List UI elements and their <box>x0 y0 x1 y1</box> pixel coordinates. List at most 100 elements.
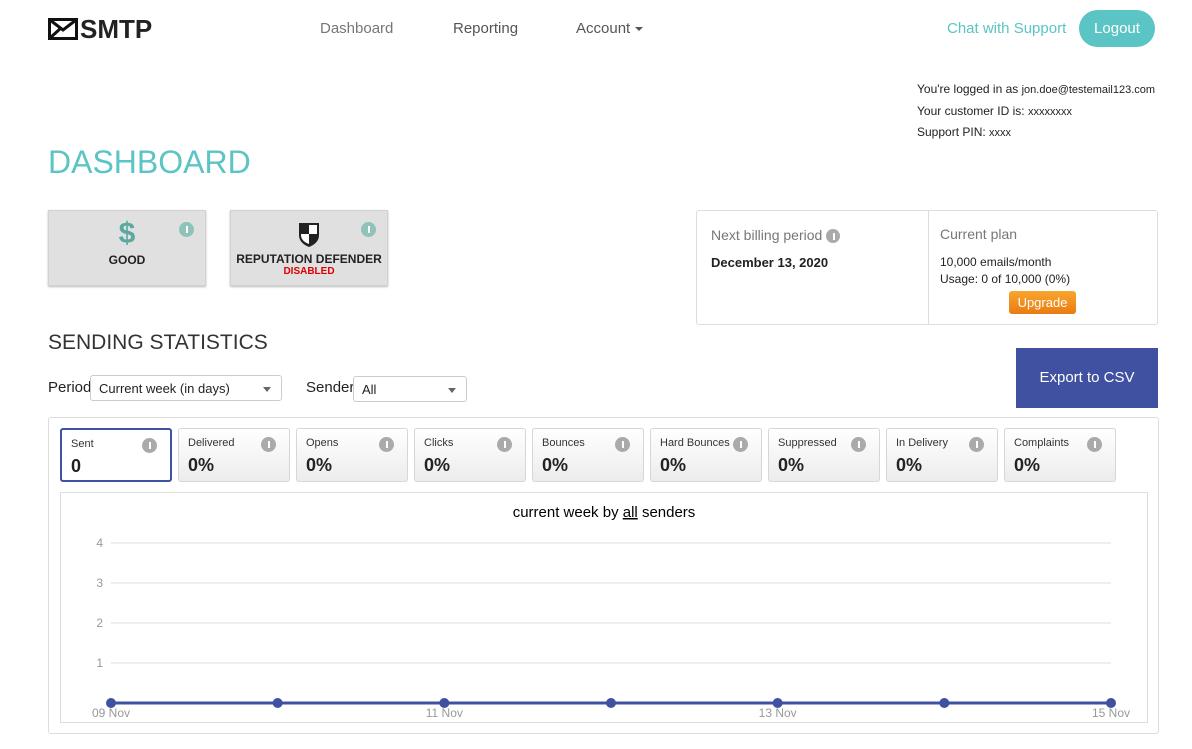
stat-tab[interactable]: Sent 0 <box>60 428 172 482</box>
tab-value: 0% <box>1014 455 1041 475</box>
status-card[interactable]: $ GOOD <box>48 210 206 286</box>
info-icon <box>261 437 276 452</box>
info-line: You're logged in as jon.doe@testemail123… <box>917 79 1155 101</box>
tab-value: 0% <box>424 455 451 475</box>
stat-tab[interactable]: Suppressed 0% <box>768 428 880 482</box>
plan-value: 10,000 emails/month <box>940 255 1052 269</box>
account-info: You're logged in as jon.doe@testemail123… <box>917 79 1155 144</box>
period-label: Period <box>48 379 92 396</box>
info-label: You're logged in as <box>917 82 1019 96</box>
info-icon <box>497 437 512 452</box>
card-icon: $ <box>118 217 136 250</box>
info-value: xxxx <box>989 127 1012 139</box>
logout-button[interactable]: Logout <box>1079 10 1155 47</box>
stat-tab[interactable]: Clicks 0% <box>414 428 526 482</box>
tab-label: Sent <box>71 438 94 450</box>
tab-label: Delivered <box>188 437 235 449</box>
tab-label: Opens <box>306 437 339 449</box>
y-tick-label: 2 <box>96 616 103 630</box>
info-line: Your customer ID is: xxxxxxxx <box>917 101 1155 123</box>
data-point <box>106 698 116 708</box>
billing-value: December 13, 2020 <box>711 255 829 270</box>
info-value: jon.doe@testemail123.com <box>1021 84 1156 96</box>
stat-tab[interactable]: In Delivery 0% <box>886 428 998 482</box>
tab-value: 0 <box>71 456 82 476</box>
x-tick-label: 13 Nov <box>759 706 797 720</box>
card-label: GOOD <box>108 253 146 267</box>
nav-link[interactable]: Reporting <box>453 20 519 37</box>
title-link[interactable]: all <box>623 504 638 521</box>
stat-tab[interactable]: Opens 0% <box>296 428 408 482</box>
nav-link[interactable]: Account <box>576 20 631 37</box>
info-icon <box>379 437 394 452</box>
chart-frame: current week by all senders 1 2 3 4 09 Nov 11… <box>60 492 1148 723</box>
tab-value: 0% <box>896 455 923 475</box>
divider <box>928 211 929 324</box>
y-tick-label: 4 <box>96 536 103 550</box>
data-point <box>772 698 783 708</box>
card-status: DISABLED <box>283 266 335 277</box>
sender-select[interactable]: All <box>353 376 467 402</box>
y-tick-label: 1 <box>96 656 103 670</box>
info-icon <box>969 437 984 452</box>
data-point <box>272 698 283 708</box>
period-select[interactable]: Current week (in days) <box>90 375 282 401</box>
card-label: REPUTATION DEFENDER <box>236 252 382 266</box>
info-line: Support PIN: xxxx <box>917 122 1155 144</box>
info-label: Support PIN: <box>917 125 986 139</box>
shield-icon <box>299 223 319 247</box>
plan-label: Current plan <box>940 226 1018 242</box>
data-point <box>939 698 950 708</box>
sender-label: Sender <box>306 379 355 396</box>
x-tick-label: 11 Nov <box>426 706 463 720</box>
data-point <box>439 698 450 708</box>
billing-label: Next billing period <box>711 226 841 243</box>
y-tick-label: 3 <box>96 576 103 590</box>
title-text: senders <box>642 504 695 521</box>
logo[interactable]: SMTP <box>80 14 153 44</box>
title-text: current week by <box>513 504 619 521</box>
tab-label: Hard Bounces <box>660 437 730 449</box>
caret <box>635 27 643 35</box>
stat-tab[interactable]: Bounces 0% <box>532 428 644 482</box>
support-link[interactable]: Chat with Support <box>947 20 1067 37</box>
tab-label: Suppressed <box>778 437 837 449</box>
tab-label: In Delivery <box>896 437 948 449</box>
label-text: Next billing period <box>711 227 823 243</box>
info-icon <box>733 437 748 452</box>
stats-panel <box>48 417 1159 734</box>
info-label: Your customer ID is: <box>917 103 1025 118</box>
chart: current week by all senders 1 2 3 4 09 Nov 11… <box>92 504 1130 720</box>
logo-icon <box>48 18 78 40</box>
chart-title: current week by all senders <box>513 504 696 521</box>
x-tick-label: 15 Nov <box>1092 706 1130 720</box>
x-tick-label: 09 Nov <box>92 706 130 720</box>
tab-label: Clicks <box>424 437 454 449</box>
tab-value: 0% <box>306 455 333 475</box>
stat-tab[interactable]: Complaints 0% <box>1004 428 1116 482</box>
info-icon <box>1087 437 1102 452</box>
nav-link[interactable]: Dashboard <box>320 20 394 37</box>
upgrade-button[interactable]: Upgrade <box>1009 291 1076 314</box>
data-point <box>1106 698 1116 708</box>
section-title: SENDING STATISTICS <box>48 331 268 354</box>
plan-usage: Usage: 0 of 10,000 (0%) <box>940 272 1071 286</box>
tab-value: 0% <box>778 455 805 475</box>
stat-tab[interactable]: Hard Bounces 0% <box>650 428 762 482</box>
tab-value: 0% <box>188 455 215 475</box>
tab-value: 0% <box>660 455 687 475</box>
info-icon <box>615 437 630 452</box>
tab-value: 0% <box>542 455 569 475</box>
data-point <box>606 698 616 708</box>
stat-tab[interactable]: Delivered 0% <box>178 428 290 482</box>
tab-label: Complaints <box>1014 437 1070 449</box>
status-card[interactable]: REPUTATION DEFENDER DISABLED <box>230 210 388 286</box>
export-button[interactable]: Export to CSV <box>1016 348 1158 408</box>
info-value: xxxxxxxx <box>1027 105 1072 118</box>
info-icon <box>851 437 866 452</box>
tab-label: Bounces <box>542 437 585 449</box>
page-title: DASHBOARD <box>48 144 251 180</box>
billing-box: Next billing period December 13, 2020 Cu… <box>696 210 1158 325</box>
info-icon <box>142 438 157 453</box>
